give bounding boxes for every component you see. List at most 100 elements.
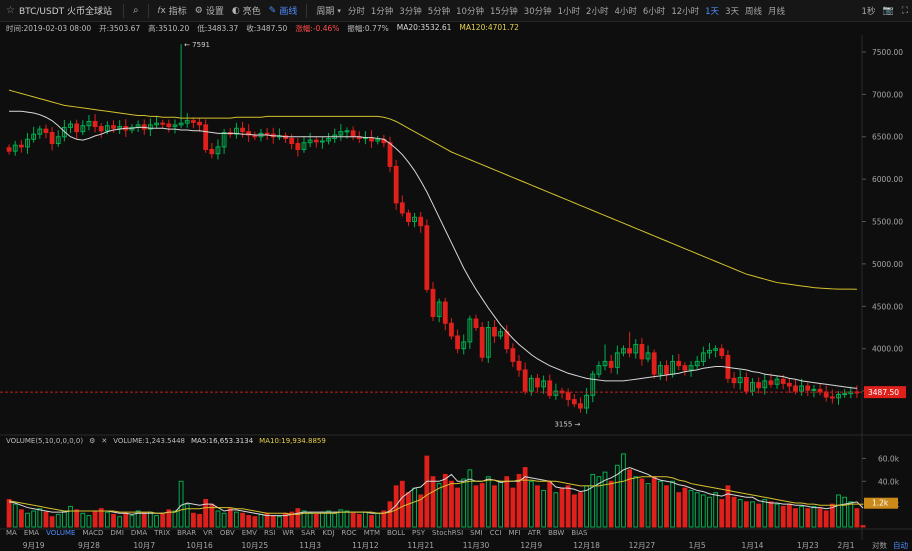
volume-bar [479,483,485,528]
interval-tab[interactable]: 1小时 [557,6,581,17]
interval-tab[interactable]: 6小时 [642,6,666,17]
settings-button[interactable]: ⚙ 设置 [194,5,224,18]
indicator-tab[interactable]: OBV [219,529,235,537]
candle-body [571,399,577,405]
volume-bar [786,503,792,528]
indicator-tab[interactable]: SAR [301,529,316,537]
interval-tab[interactable]: 5分钟 [427,6,451,17]
indicator-tab[interactable]: StochRSI [432,529,464,537]
candle-body [25,138,30,148]
interval-tab[interactable]: 15分钟 [489,6,518,17]
volume-bar [369,515,374,528]
draw-line-button[interactable]: ✎ 画线 [268,5,298,18]
volume-bar [522,467,528,528]
indicator-tab[interactable]: MA [6,529,17,537]
volume-bar [190,512,196,528]
volume-bar [172,510,178,528]
indicator-tab[interactable]: BIAS [571,529,588,537]
y-tick-label: 6500.00 [872,133,903,142]
candle-body [713,348,719,351]
volume-bar [338,509,344,528]
interval-tab[interactable]: 2小时 [586,6,609,17]
volume-bar [111,513,116,528]
x-tick-label: 10月16 [186,541,213,550]
candle-body [74,123,80,133]
theme-button[interactable]: ◐ 亮色 [231,5,261,18]
indicator-tabs: MA EMA VOLUME MACD DMI DMA TRIX BRAR VR OBV EMV RSI… [6,529,587,537]
camera-icon[interactable]: 📷 [882,5,894,16]
indicator-tab[interactable]: MTM [363,529,381,537]
star-icon[interactable]: ☆ [6,5,15,16]
indicator-tab[interactable]: DMA [130,529,148,537]
volume-bar [848,501,854,528]
price-chart[interactable]: 3500.004000.004500.005000.005500.006000.… [0,35,912,540]
indicator-tab[interactable]: MFI [508,529,521,537]
candle-body [510,348,516,362]
indicator-tab[interactable]: BBW [548,529,565,537]
indicator-tab[interactable]: BRAR [177,529,197,537]
ma20-line [9,110,857,389]
x-tick-label: 9月19 [22,541,45,550]
volume-bar [436,483,442,528]
volume-bar [860,525,866,528]
volume-bar [492,485,497,528]
indicator-tab[interactable]: ATR [527,529,542,537]
interval-tab[interactable]: 10分钟 [456,6,484,17]
volume-ma10-line [8,476,864,515]
candle-body [92,120,98,128]
settings-icon[interactable]: ⚙ [89,437,96,445]
volume-bar [74,509,80,528]
interval-tab[interactable]: 30分钟 [523,6,552,17]
indicator-tab[interactable]: BOLL [387,529,406,537]
interval-tabs: 分时 1分钟 3分钟 5分钟 10分钟 15分钟 30分钟 1小时 2小时 4小时 6小时 12小时 1… [345,0,788,22]
volume-bar [332,512,338,528]
indicator-tab[interactable]: MACD [82,529,104,537]
indicator-tab[interactable]: PSY [412,529,425,537]
period-dropdown[interactable]: 周期 ▾ [316,6,341,18]
info-amplitude: 振幅:0.77% [347,24,389,33]
candle-body [578,403,583,409]
volume-bar [25,512,30,528]
symbol-selector[interactable]: ☆ BTC/USDT 火币全球站 [0,4,118,17]
volume-bar [510,487,516,528]
candle-body [614,352,620,368]
log-scale-toggle[interactable]: 对数 [872,541,887,550]
volume-bar [473,485,479,528]
x-tick-label: 9月28 [78,541,100,550]
indicator-tab[interactable]: WR [282,529,295,537]
indicator-tab[interactable]: VOLUME [46,529,76,537]
volume-bar [553,492,559,528]
interval-tab[interactable]: 1天 [705,6,720,17]
indicator-tab[interactable]: TRIX [154,529,171,537]
indicator-tab[interactable]: KDJ [322,529,335,537]
indicator-tab[interactable]: EMA [23,529,40,537]
volume-bar [141,512,147,528]
interval-tab[interactable]: 3天 [725,6,739,17]
indicator-tab[interactable]: ROC [341,529,357,537]
interval-tab[interactable]: 3分钟 [399,6,422,17]
candle-body [645,352,651,360]
indicator-tab[interactable]: SMI [470,529,483,537]
candle-body [793,385,798,392]
indicator-tab[interactable]: RSI [263,529,276,537]
search-icon[interactable]: ⌕ [133,5,139,16]
candle-body [412,216,417,223]
ohlc-info-bar: 时间:2019-02-03 08:00 开:3503.67 高:3510.20 … [0,23,519,35]
auto-scale-toggle[interactable]: 自动 [893,541,908,550]
indicator-tab[interactable]: CCI [489,529,502,537]
interval-tab[interactable]: 12小时 [671,6,700,17]
close-icon[interactable]: ✕ [101,437,108,445]
indicator-tab[interactable]: EMV [241,529,257,537]
indicator-tab[interactable]: DMI [110,529,124,537]
candle-body [338,131,344,136]
volume-bar [694,492,700,528]
fullscreen-icon[interactable]: ⛶ [901,5,908,16]
indicator-tab[interactable]: VR [203,529,213,537]
interval-tab[interactable]: 月线 [768,6,786,17]
interval-tab[interactable]: 4小时 [614,6,637,17]
volume-bar [356,513,362,528]
interval-tab[interactable]: 周线 [744,6,762,17]
interval-tab[interactable]: 1分钟 [370,6,394,17]
interval-tab[interactable]: 分时 [347,6,365,17]
indicator-button[interactable]: 𝑓x 指标 [157,5,187,18]
